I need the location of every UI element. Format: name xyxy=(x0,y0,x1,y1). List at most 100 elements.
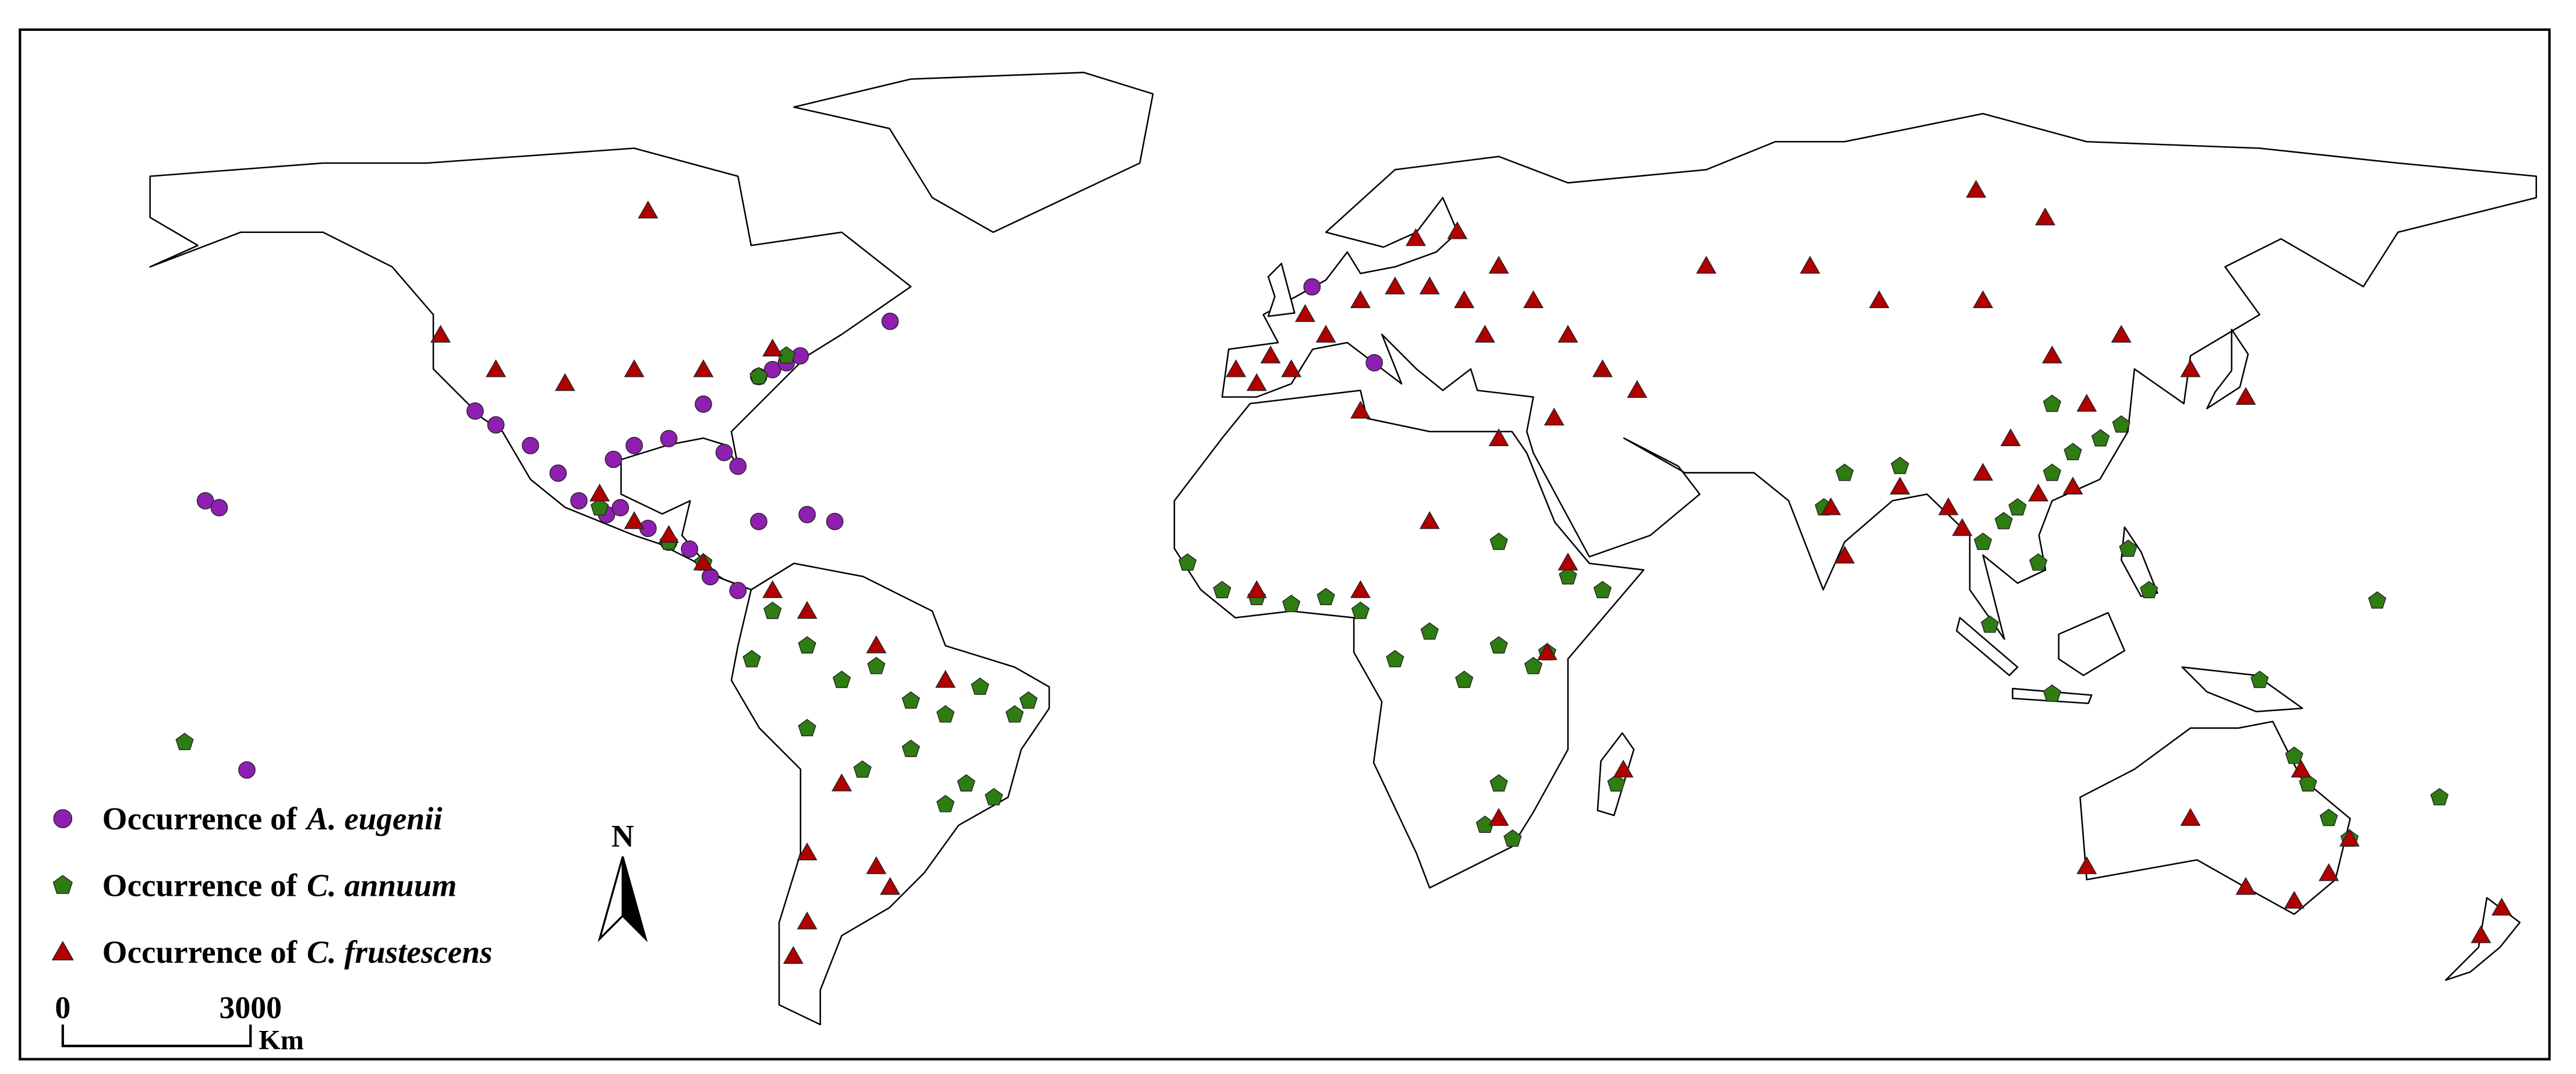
occurrence-marker xyxy=(693,552,714,571)
legend-prefix: Occurrence of xyxy=(102,934,298,970)
occurrence-marker xyxy=(797,600,818,619)
occurrence-marker xyxy=(1489,774,1508,792)
occurrence-marker xyxy=(2112,415,2131,433)
occurrence-marker xyxy=(1994,511,2013,529)
occurrence-marker xyxy=(1800,256,1821,274)
occurrence-marker xyxy=(798,506,816,524)
occurrence-marker xyxy=(1455,670,1474,688)
occurrence-marker xyxy=(1294,304,1315,322)
legend-marker xyxy=(52,875,73,894)
occurrence-marker xyxy=(1419,276,1440,295)
occurrence-marker xyxy=(1386,649,1404,667)
occurrence-marker xyxy=(853,760,872,778)
occurrence-marker xyxy=(1246,580,1267,598)
borneo xyxy=(2058,612,2126,676)
occurrence-marker xyxy=(2235,877,2256,895)
occurrence-marker xyxy=(2430,787,2449,806)
occurrence-marker xyxy=(1303,278,1321,296)
occurrence-marker xyxy=(2339,828,2360,847)
eurasia xyxy=(1221,112,2538,640)
occurrence-marker xyxy=(2076,394,2097,412)
occurrence-marker xyxy=(1869,290,1889,309)
occurrence-marker xyxy=(881,312,899,330)
occurrence-marker xyxy=(196,492,214,510)
occurrence-marker xyxy=(625,437,643,454)
legend-marker xyxy=(51,941,74,960)
north-arrow: N xyxy=(597,819,648,942)
greenland xyxy=(793,72,1154,234)
south-america xyxy=(730,562,1050,1026)
occurrence-marker xyxy=(238,761,256,779)
occurrence-marker xyxy=(1889,476,1910,495)
occurrence-marker xyxy=(2319,808,2338,826)
occurrence-marker xyxy=(1544,407,1565,426)
occurrence-marker xyxy=(1246,373,1267,391)
occurrence-marker xyxy=(2062,476,2083,495)
occurrence-marker xyxy=(971,677,989,695)
occurrence-marker xyxy=(210,499,228,517)
occurrence-marker xyxy=(2034,207,2055,225)
occurrence-marker xyxy=(2180,808,2201,826)
occurrence-marker xyxy=(2008,498,2027,515)
occurrence-marker xyxy=(2041,345,2062,363)
occurrence-marker xyxy=(1820,497,1841,515)
scale-label: 3000 xyxy=(220,990,282,1025)
occurrence-marker xyxy=(1260,345,1281,363)
occurrence-marker xyxy=(1213,581,1232,599)
occurrence-marker xyxy=(1315,324,1336,343)
land xyxy=(149,72,2538,1026)
occurrence-marker xyxy=(1973,532,1993,550)
occurrence-marker xyxy=(624,511,645,529)
occurrence-marker xyxy=(659,525,680,543)
occurrence-marker xyxy=(798,719,816,737)
occurrence-marker xyxy=(522,437,539,454)
occurrence-marker xyxy=(1282,595,1301,612)
occurrence-marker xyxy=(175,733,194,750)
occurrence-marker xyxy=(1488,256,1509,274)
occurrence-marker xyxy=(430,324,451,343)
occurrence-marker xyxy=(1973,462,1993,481)
occurrence-marker xyxy=(2368,591,2387,609)
occurrence-marker xyxy=(762,580,783,598)
occurrence-points xyxy=(175,179,2512,964)
occurrence-marker xyxy=(2251,670,2269,688)
legend-species: A. eugenii xyxy=(305,801,443,836)
occurrence-marker xyxy=(1178,553,1197,571)
occurrence-marker xyxy=(1405,228,1426,246)
occurrence-marker xyxy=(549,464,567,482)
occurrence-marker xyxy=(1627,380,1648,398)
occurrence-marker xyxy=(880,877,901,895)
occurrence-marker xyxy=(901,739,920,757)
occurrence-marker xyxy=(611,499,629,517)
occurrence-marker xyxy=(638,200,659,219)
legend: Occurrence of A. eugenii Occurrence of C. a… xyxy=(51,801,493,970)
occurrence-marker xyxy=(1834,545,1855,564)
occurrence-marker xyxy=(935,670,956,688)
occurrence-marker xyxy=(867,656,886,674)
occurrence-marker xyxy=(1835,463,1854,481)
occurrence-marker xyxy=(2299,774,2317,792)
occurrence-marker xyxy=(1966,179,1987,198)
occurrence-marker xyxy=(2043,684,2061,702)
north-label: N xyxy=(611,819,634,854)
occurrence-marker xyxy=(1351,601,1370,619)
occurrence-marker xyxy=(1559,567,1577,585)
occurrence-marker xyxy=(2285,746,2303,764)
occurrence-marker xyxy=(1350,580,1371,598)
occurrence-marker xyxy=(1503,829,1522,847)
occurrence-marker xyxy=(1593,581,1612,599)
occurrence-marker xyxy=(1592,359,1613,377)
australia xyxy=(2079,720,2351,915)
occurrence-marker xyxy=(2111,324,2132,343)
occurrence-marker xyxy=(1474,324,1495,343)
occurrence-marker xyxy=(1420,622,1439,640)
occurrence-marker xyxy=(1350,290,1371,309)
occurrence-marker xyxy=(2318,863,2339,881)
occurrence-marker xyxy=(783,946,804,964)
occurrence-marker xyxy=(1558,324,1579,343)
occurrence-marker xyxy=(1537,642,1558,660)
japan xyxy=(2206,328,2249,409)
occurrence-marker xyxy=(1952,518,1973,536)
legend-label: Occurrence of C. annuum xyxy=(102,868,457,903)
occurrence-marker xyxy=(695,395,712,413)
